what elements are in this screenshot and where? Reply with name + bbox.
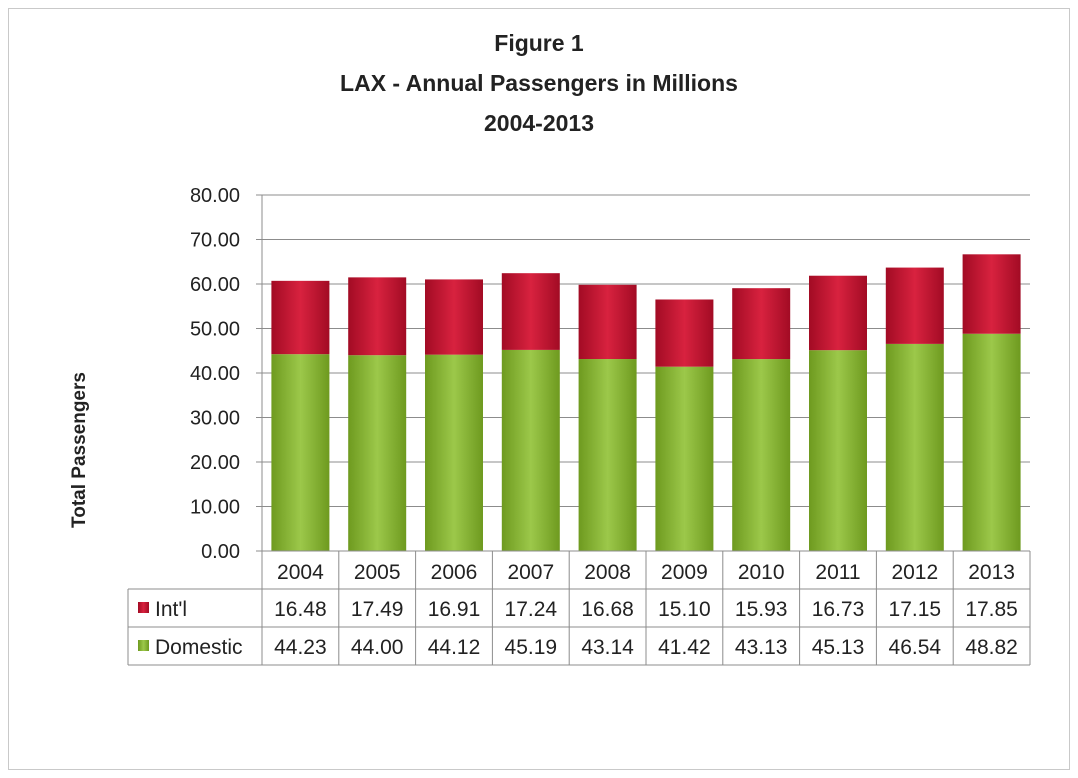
data-label: 46.54: [889, 636, 942, 659]
data-label: 44.23: [274, 636, 327, 659]
y-tick-label: 70.00: [190, 230, 240, 252]
bar-intl-2005: [348, 277, 407, 356]
data-label: 16.91: [428, 598, 481, 621]
y-tick-label: 40.00: [190, 363, 240, 385]
y-tick-label: 10.00: [190, 497, 240, 519]
legend-key-domestic: [138, 640, 149, 651]
bar-domestic-2010: [732, 359, 791, 551]
data-label: 48.82: [965, 636, 1018, 659]
x-category-label: 2011: [815, 561, 860, 584]
bar-domestic-2009: [655, 366, 714, 551]
data-label: 17.24: [505, 598, 558, 621]
data-label: 16.68: [581, 598, 634, 621]
y-tick-label: 80.00: [190, 185, 240, 207]
y-tick-label: 60.00: [190, 274, 240, 296]
bar-intl-2013: [962, 254, 1021, 334]
bar-intl-2010: [732, 288, 791, 360]
bar-domestic-2005: [348, 355, 407, 551]
data-label: 41.42: [658, 636, 711, 659]
y-tick-label: 30.00: [190, 408, 240, 430]
bar-domestic-2004: [271, 354, 330, 551]
bar-intl-2007: [501, 273, 560, 350]
data-label: 17.49: [351, 598, 404, 621]
x-category-label: 2004: [277, 561, 324, 584]
data-label: 43.14: [581, 636, 634, 659]
data-label: 15.93: [735, 598, 788, 621]
x-category-label: 2005: [354, 561, 401, 584]
y-tick-label: 20.00: [190, 452, 240, 474]
x-category-label: 2013: [968, 561, 1015, 584]
data-label: 45.19: [505, 636, 558, 659]
data-label: 16.73: [812, 598, 865, 621]
data-label: 16.48: [274, 598, 327, 621]
x-category-label: 2008: [584, 561, 631, 584]
bar-intl-2011: [809, 275, 867, 351]
bar-intl-2009: [655, 299, 714, 367]
legend-label-intl: Int'l: [155, 598, 187, 621]
bar-domestic-2008: [578, 359, 637, 551]
data-label: 17.15: [889, 598, 942, 621]
x-category-label: 2010: [738, 561, 785, 584]
x-category-label: 2012: [891, 561, 938, 584]
legend-key-intl: [138, 602, 149, 613]
y-tick-label: 0.00: [201, 541, 240, 563]
bar-intl-2004: [271, 280, 330, 355]
bar-domestic-2007: [501, 349, 560, 551]
bar-domestic-2006: [425, 354, 483, 551]
data-label: 15.10: [658, 598, 711, 621]
data-label: 43.13: [735, 636, 788, 659]
chart-title-line-1: Figure 1: [494, 30, 584, 56]
data-label: 44.12: [428, 636, 481, 659]
x-category-label: 2009: [661, 561, 708, 584]
data-label: 17.85: [965, 598, 1018, 621]
chart-title-line-3: 2004-2013: [484, 110, 594, 136]
bar-intl-2006: [425, 279, 483, 355]
bar-intl-2012: [885, 267, 944, 344]
bar-intl-2008: [578, 284, 637, 360]
data-label: 44.00: [351, 636, 404, 659]
bar-domestic-2012: [885, 343, 944, 551]
legend-label-domestic: Domestic: [155, 636, 243, 659]
x-category-label: 2006: [431, 561, 478, 584]
x-category-label: 2007: [507, 561, 554, 584]
bar-domestic-2011: [809, 350, 867, 551]
data-label: 45.13: [812, 636, 865, 659]
y-tick-label: 50.00: [190, 319, 240, 341]
chart-title-line-2: LAX - Annual Passengers in Millions: [340, 70, 738, 96]
bar-domestic-2013: [962, 333, 1021, 551]
